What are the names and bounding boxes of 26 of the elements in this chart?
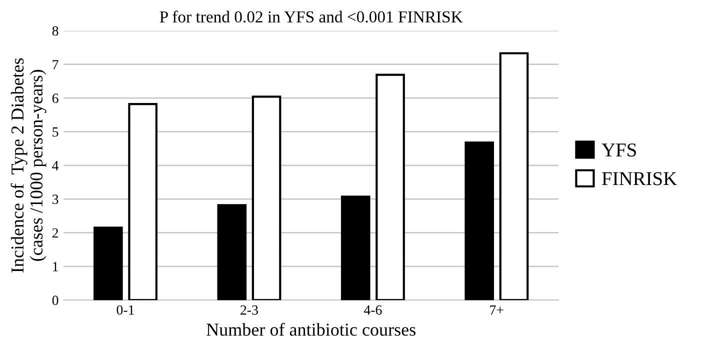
bar <box>252 96 282 300</box>
y-tick-label: 2 <box>52 228 58 238</box>
bar <box>128 103 158 300</box>
bar <box>376 74 405 300</box>
bar <box>94 226 123 300</box>
bar <box>464 141 494 300</box>
y-tick-label: 3 <box>52 194 58 204</box>
x-tick-label: 4-6 <box>364 305 382 315</box>
y-tick-label: 0 <box>52 296 58 306</box>
legend-label: YFS <box>602 144 636 157</box>
chart-title: P for trend 0.02 in YFS and <0.001 FINRISK <box>160 10 463 23</box>
x-tick-label: 2-3 <box>240 305 258 315</box>
x-axis-title: Number of antibiotic courses <box>206 322 416 336</box>
y-tick-label: 6 <box>52 94 58 103</box>
bar <box>340 196 370 300</box>
y-tick-label: 7 <box>52 60 58 70</box>
y-tick-label: 5 <box>52 127 58 137</box>
x-tick-label: 7+ <box>490 305 504 315</box>
legend-label: FINRISK <box>602 172 677 186</box>
y-tick-label: 1 <box>53 262 58 272</box>
x-tick-label: 0-1 <box>116 305 134 315</box>
y-tick-label: 8 <box>52 26 58 36</box>
y-tick-label: 4 <box>52 161 59 170</box>
y-axis-title: Incidence of Type 2 Diabetes (cases /1000 person-years) <box>10 58 46 272</box>
bar <box>217 204 247 300</box>
bar <box>499 52 529 300</box>
